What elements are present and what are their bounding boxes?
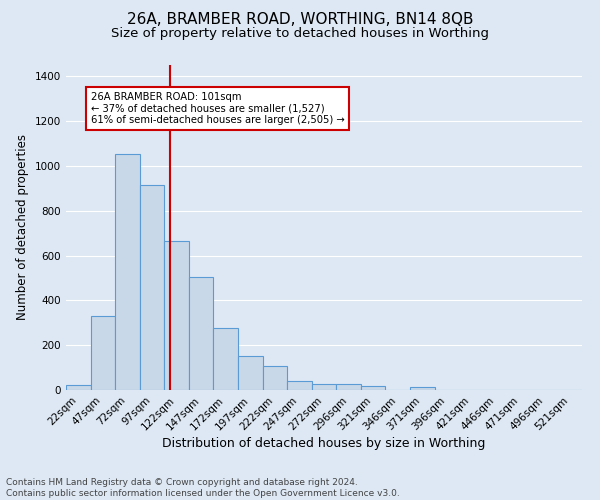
Bar <box>410 388 434 390</box>
Bar <box>336 384 361 390</box>
Bar <box>66 385 91 390</box>
X-axis label: Distribution of detached houses by size in Worthing: Distribution of detached houses by size … <box>163 438 485 450</box>
Bar <box>238 356 263 390</box>
Bar <box>164 240 189 390</box>
Text: 26A, BRAMBER ROAD, WORTHING, BN14 8QB: 26A, BRAMBER ROAD, WORTHING, BN14 8QB <box>127 12 473 28</box>
Bar <box>263 366 287 390</box>
Bar <box>361 386 385 390</box>
Bar <box>287 382 312 390</box>
Text: Contains HM Land Registry data © Crown copyright and database right 2024.
Contai: Contains HM Land Registry data © Crown c… <box>6 478 400 498</box>
Bar <box>189 278 214 390</box>
Text: Size of property relative to detached houses in Worthing: Size of property relative to detached ho… <box>111 28 489 40</box>
Bar <box>140 185 164 390</box>
Y-axis label: Number of detached properties: Number of detached properties <box>16 134 29 320</box>
Bar <box>214 328 238 390</box>
Text: 26A BRAMBER ROAD: 101sqm
← 37% of detached houses are smaller (1,527)
61% of sem: 26A BRAMBER ROAD: 101sqm ← 37% of detach… <box>91 92 344 125</box>
Bar <box>91 316 115 390</box>
Bar <box>312 384 336 390</box>
Bar <box>115 154 140 390</box>
